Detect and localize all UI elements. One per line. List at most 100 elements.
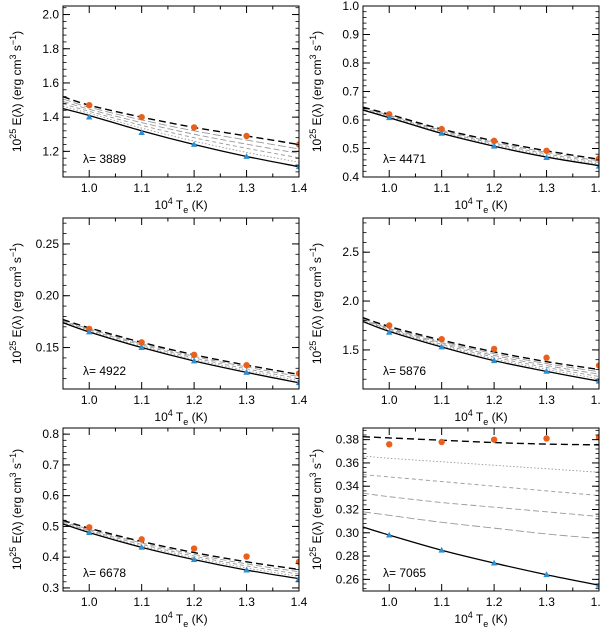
blue-triangle-point [86, 113, 93, 120]
intermediate-curve [63, 98, 299, 150]
blue-triangle-point [243, 153, 250, 159]
y-tick-label: 0.6 [342, 113, 359, 127]
y-tick-label: 1.5 [342, 343, 359, 357]
intermediate-curve [363, 492, 599, 517]
orange-point [138, 339, 145, 346]
orange-point [86, 524, 93, 531]
upper-dashed-curve [63, 318, 299, 376]
orange-point [490, 436, 498, 443]
blue-triangle-point [438, 546, 445, 553]
x-tick-label: 1.1 [433, 393, 450, 407]
y-axis-label: 1025 E(λ) (erg cm3 s−1) [8, 449, 24, 570]
x-tick-label: 1.3 [538, 595, 555, 609]
y-tick-label: 0.28 [336, 549, 360, 563]
y-tick-label: 0.25 [36, 237, 60, 251]
x-axis-label: 104 Te (K) [154, 610, 207, 629]
y-tick-label: 0.30 [336, 526, 360, 540]
x-tick-label: 1.4 [291, 393, 308, 407]
orange-point [295, 370, 299, 377]
orange-point [438, 438, 445, 446]
orange-point [386, 111, 393, 118]
blue-triangle-point [595, 581, 599, 588]
y-axis-label: 1025 E(λ) (erg cm3 s−1) [8, 243, 24, 364]
lower-solid-curve [363, 526, 599, 586]
x-tick-label: 1.1 [133, 595, 150, 609]
orange-point [595, 362, 599, 369]
upper-dashed-curve [363, 106, 599, 161]
y-tick-label: 0.36 [336, 456, 360, 470]
x-axis-label: 104 Te (K) [454, 196, 507, 215]
panel-5: 1.0 1.1 1.2 1.3 1.4 0.3 0.4 0.5 0.6 0.7 0.8 λ= 6678… [8, 427, 308, 629]
intermediate-curve [363, 319, 599, 377]
orange-point [243, 132, 250, 140]
blue-triangle-point [438, 343, 445, 350]
upper-dashed-curve [63, 519, 299, 571]
blue-triangle-point [86, 529, 93, 535]
y-tick-label: 0.7 [42, 458, 59, 472]
orange-point [438, 335, 445, 343]
blue-triangle-point [86, 328, 93, 335]
intermediate-curve [363, 107, 599, 162]
intermediate-curve [63, 105, 299, 163]
x-tick-label: 1.3 [238, 595, 255, 609]
x-axis-label: 104 Te (K) [454, 610, 507, 629]
plot-area [63, 318, 299, 386]
blue-triangle-point [490, 559, 498, 566]
orange-point [438, 125, 445, 133]
y-tick-label: 0.6 [42, 489, 59, 503]
plot-area [363, 317, 599, 384]
x-tick-label: 1.4 [291, 595, 308, 609]
intermediate-curve [363, 511, 599, 540]
lower-solid-curve [363, 320, 599, 382]
orange-point [490, 345, 498, 353]
y-tick-label: 0.20 [36, 289, 60, 303]
orange-point [190, 545, 198, 552]
y-axis-label: 1025 E(λ) (erg cm3 s−1) [8, 31, 24, 152]
y-tick-label: 0.8 [342, 56, 359, 70]
orange-point [190, 124, 198, 131]
y-tick-label: 2.5 [342, 245, 359, 259]
x-tick-label: 1.2 [186, 181, 203, 195]
blue-triangle-point [386, 114, 393, 121]
intermediate-curve [63, 321, 299, 382]
panel-frame [362, 217, 600, 390]
blue-triangle-point [438, 129, 445, 136]
x-axis-label: 104 Te (K) [154, 408, 207, 427]
panel-6: 1.0 1.1 1.2 1.3 1.4 0.26 0.28 0.30 0.32 0.34 0.36 0… [308, 427, 600, 629]
lambda-annotation: λ= 6678 [83, 566, 126, 580]
blue-triangle-point [490, 142, 498, 149]
lambda-annotation: λ= 3889 [83, 152, 126, 166]
blue-triangle-point [295, 575, 299, 582]
blue-triangle-point [190, 141, 198, 147]
upper-dashed-curve [363, 436, 599, 446]
y-tick-label: 1.6 [42, 76, 59, 90]
plot-area [363, 434, 599, 588]
x-tick-label: 1.3 [238, 181, 255, 195]
lambda-annotation: λ= 4471 [383, 152, 426, 166]
blue-triangle-point [386, 531, 393, 538]
x-tick-label: 1.4 [591, 595, 600, 609]
x-tick-label: 1.0 [81, 393, 98, 407]
orange-point [243, 553, 250, 560]
y-tick-label: 0.9 [342, 28, 359, 42]
x-tick-label: 1.0 [381, 181, 398, 195]
x-tick-label: 1.0 [381, 595, 398, 609]
intermediate-curve [63, 521, 299, 575]
x-tick-label: 1.2 [486, 595, 503, 609]
x-tick-label: 1.0 [81, 595, 98, 609]
x-tick-label: 1.1 [433, 181, 450, 195]
blue-triangle-point [190, 357, 198, 364]
orange-point [595, 434, 599, 441]
y-tick-label: 0.5 [42, 519, 59, 533]
y-tick-label: 0.3 [42, 581, 59, 595]
panel-frame [62, 427, 300, 592]
x-tick-label: 1.3 [538, 393, 555, 407]
y-axis-label: 1025 E(λ) (erg cm3 s−1) [308, 243, 324, 364]
intermediate-curve [63, 103, 299, 159]
x-tick-label: 1.4 [591, 393, 600, 407]
orange-point [543, 435, 550, 442]
y-tick-label: 1.4 [42, 110, 59, 124]
y-tick-label: 0.4 [342, 170, 359, 184]
lower-solid-curve [63, 322, 299, 384]
